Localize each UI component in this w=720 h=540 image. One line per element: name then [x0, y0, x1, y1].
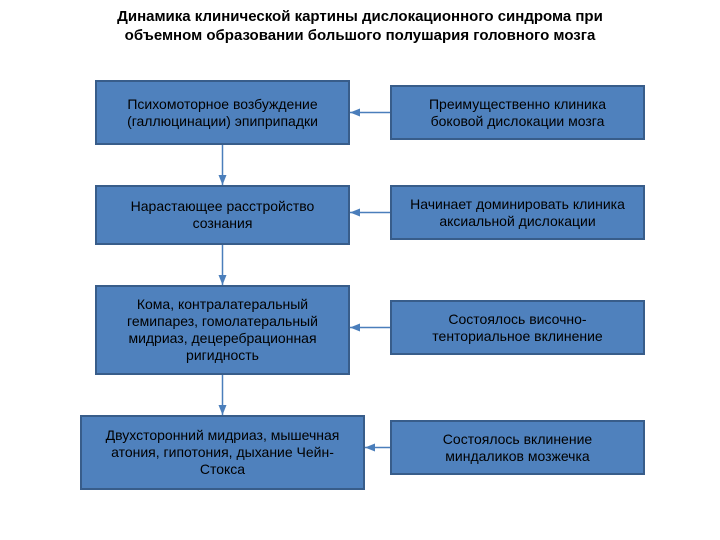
- box-R1: Преимущественно клиника боковой дислокац…: [390, 85, 645, 140]
- box-R3: Состоялось височно-тенториальное вклинен…: [390, 300, 645, 355]
- slide-title: Динамика клинической картины дислокацион…: [80, 8, 640, 46]
- box-L4: Двухсторонний мидриаз, мышечная атония, …: [80, 415, 365, 490]
- box-L2: Нарастающее расстройство сознания: [95, 185, 350, 245]
- box-L3: Кома, контралатеральный гемипарез, гомол…: [95, 285, 350, 375]
- box-R2: Начинает доминировать клиника аксиальной…: [390, 185, 645, 240]
- slide: Динамика клинической картины дислокацион…: [0, 0, 720, 540]
- box-L1: Психомоторное возбуждение (галлюцинации)…: [95, 80, 350, 145]
- box-R4: Состоялось вклинение миндаликов мозжечка: [390, 420, 645, 475]
